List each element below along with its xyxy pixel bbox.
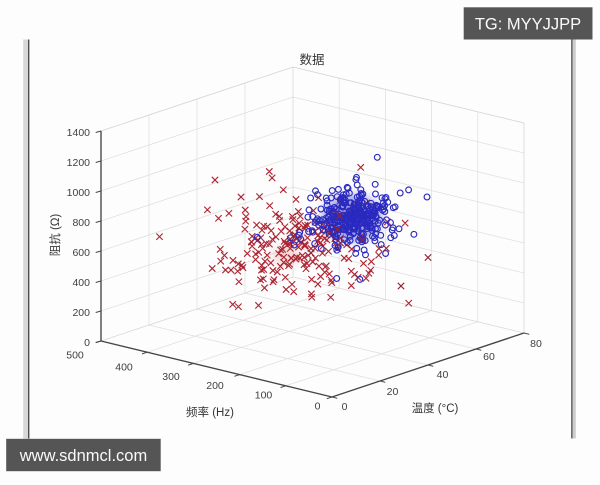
svg-text:400: 400 bbox=[72, 277, 90, 289]
svg-text:20: 20 bbox=[387, 386, 399, 398]
svg-text:TG: MYYJJPP: TG: MYYJJPP bbox=[475, 16, 581, 34]
svg-text:60: 60 bbox=[483, 351, 495, 363]
svg-text:1000: 1000 bbox=[67, 187, 91, 199]
svg-text:1200: 1200 bbox=[67, 157, 91, 169]
svg-text:频率 (Hz): 频率 (Hz) bbox=[186, 405, 234, 419]
svg-text:80: 80 bbox=[530, 338, 542, 350]
svg-text:40: 40 bbox=[437, 369, 449, 381]
svg-text:阻抗 (Ω): 阻抗 (Ω) bbox=[48, 214, 62, 257]
svg-text:200: 200 bbox=[72, 307, 90, 319]
svg-text:500: 500 bbox=[66, 350, 84, 362]
svg-text:800: 800 bbox=[72, 217, 90, 229]
svg-text:0: 0 bbox=[84, 337, 90, 349]
svg-text:200: 200 bbox=[206, 380, 224, 392]
svg-text:1400: 1400 bbox=[67, 127, 91, 139]
svg-text:温度 (°C): 温度 (°C) bbox=[412, 401, 459, 415]
svg-text:数据: 数据 bbox=[299, 52, 324, 67]
svg-text:400: 400 bbox=[115, 362, 133, 374]
svg-text:600: 600 bbox=[72, 247, 90, 259]
svg-text:300: 300 bbox=[162, 371, 180, 383]
svg-text:100: 100 bbox=[255, 390, 273, 402]
svg-text:www.sdnmcl.com: www.sdnmcl.com bbox=[19, 447, 147, 465]
svg-text:0: 0 bbox=[342, 401, 348, 413]
svg-text:0: 0 bbox=[315, 401, 321, 413]
